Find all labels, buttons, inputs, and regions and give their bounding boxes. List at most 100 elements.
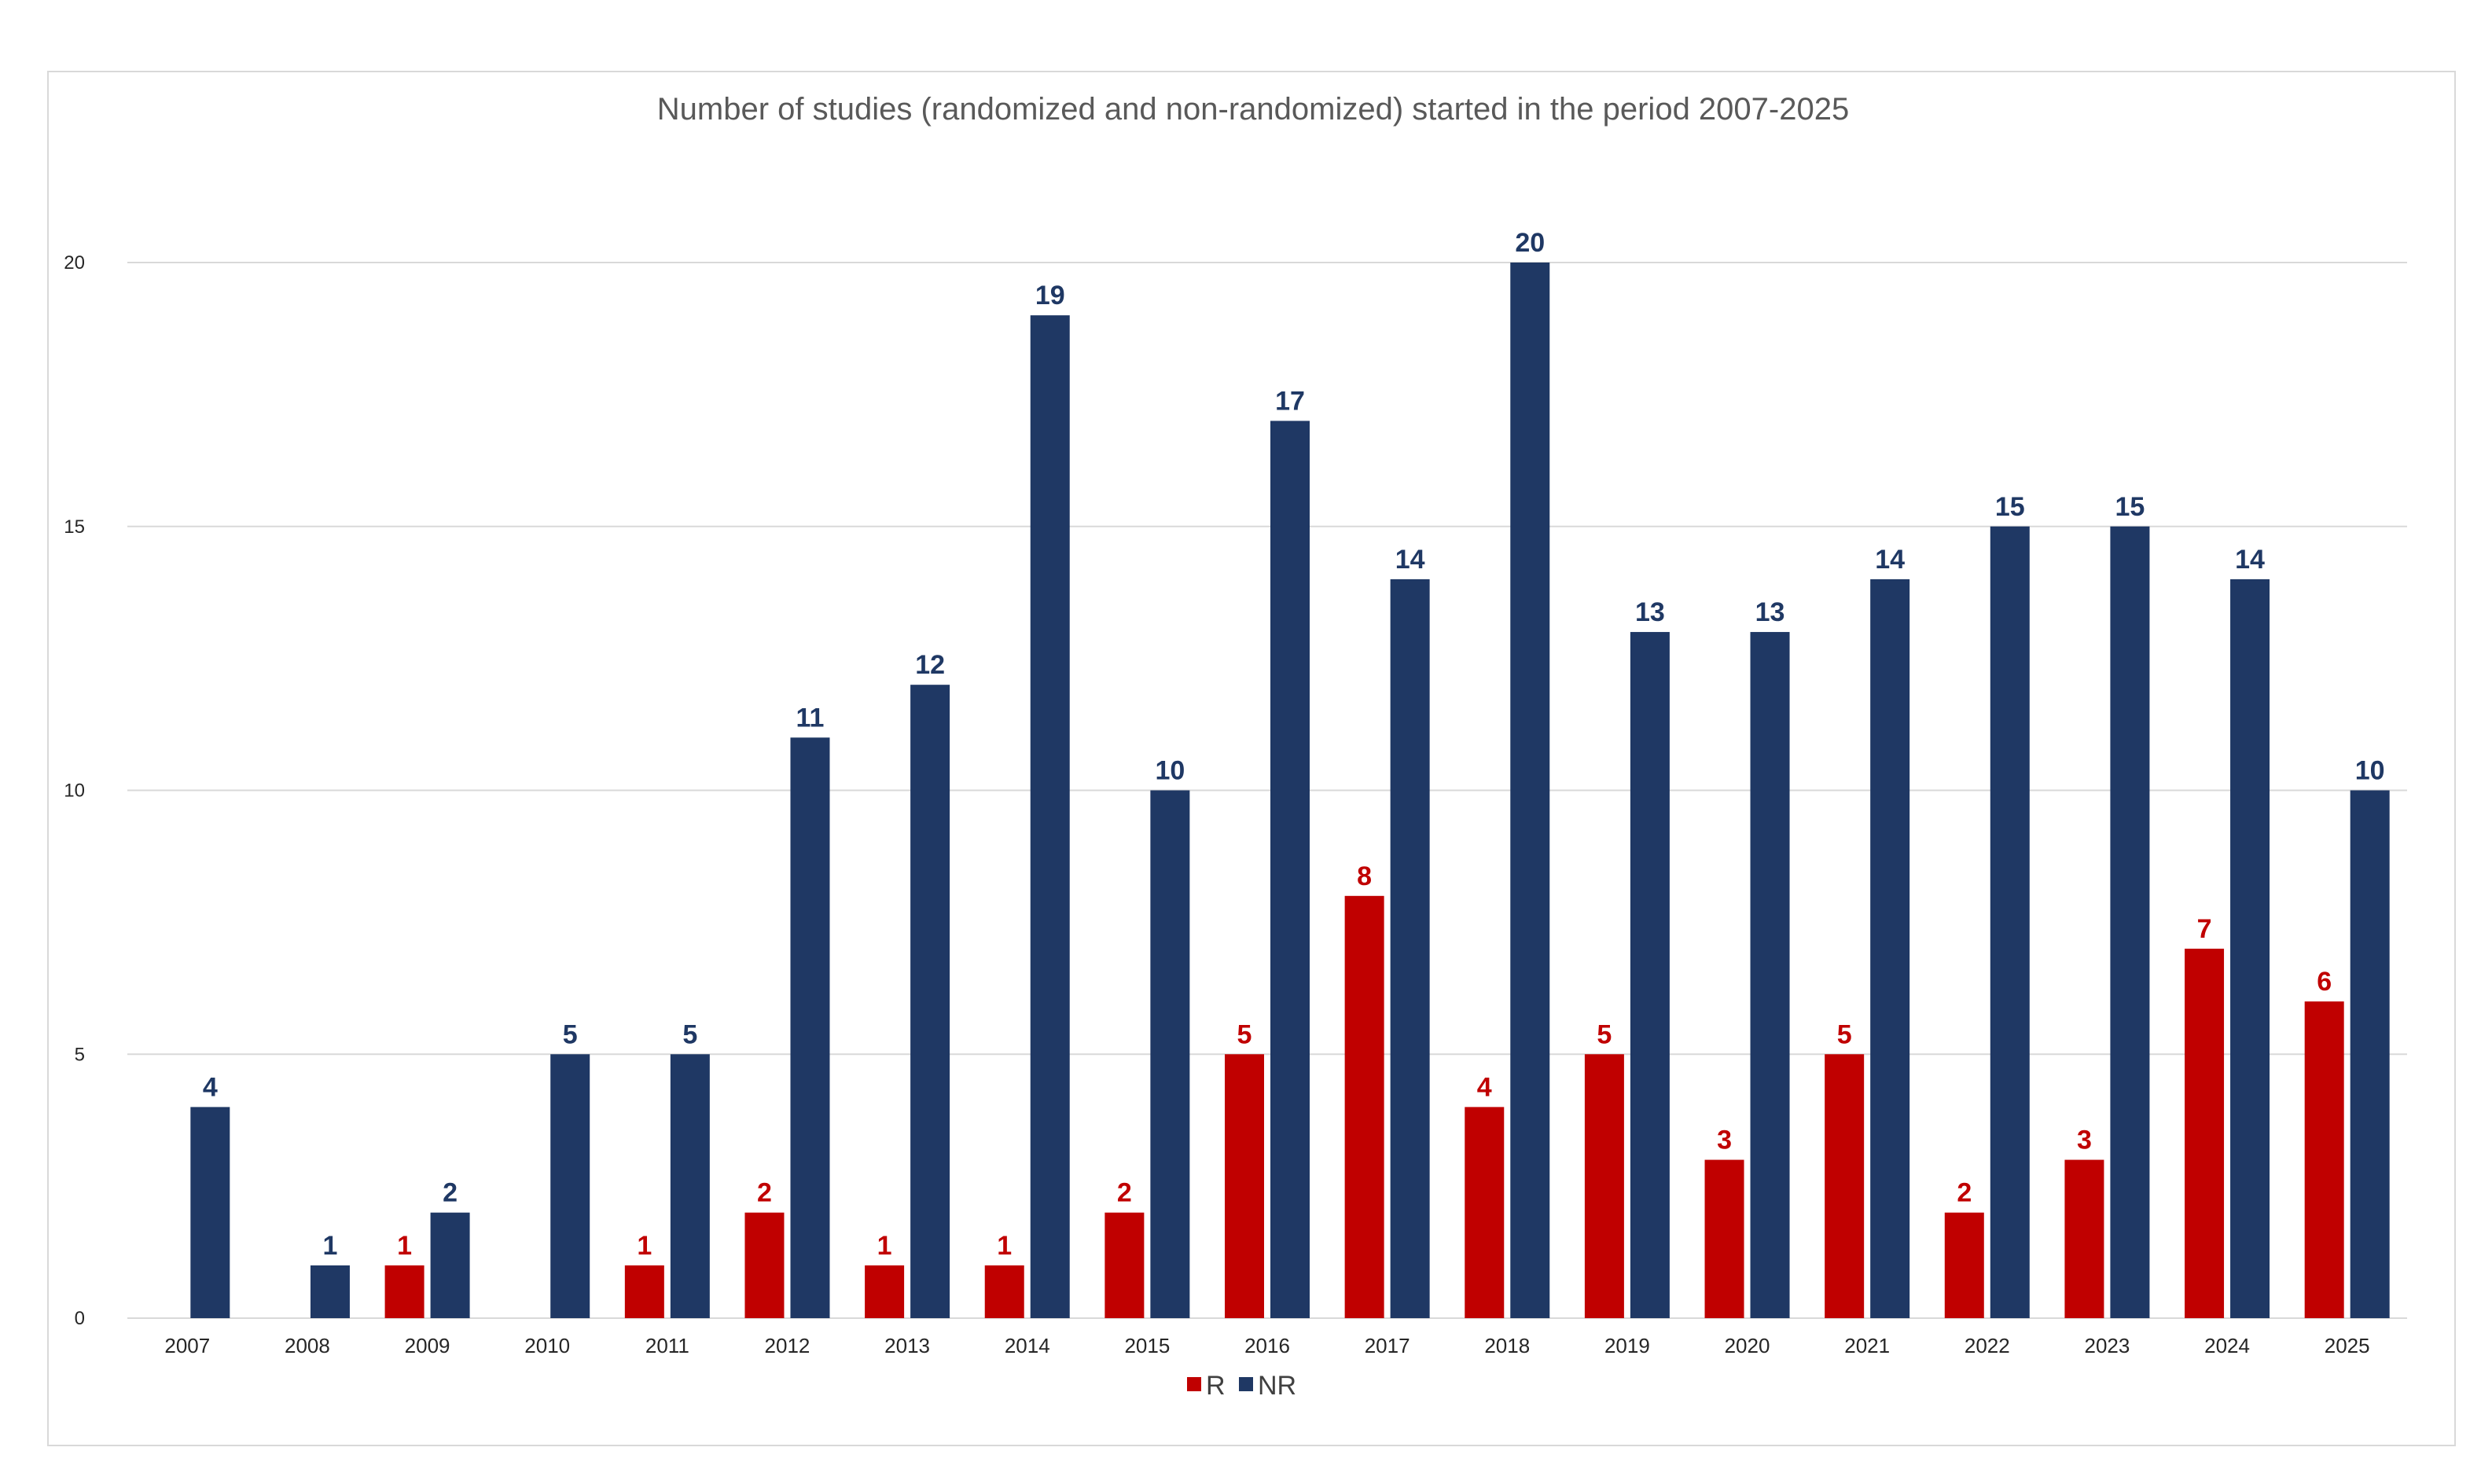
- bar-nr-2016: [1270, 421, 1310, 1319]
- data-label-nr-2015: 10: [1155, 756, 1185, 786]
- data-label-nr-2019: 13: [1635, 597, 1665, 627]
- data-label-nr-2010: 5: [563, 1019, 578, 1049]
- x-tick-label: 2009: [405, 1334, 450, 1357]
- data-label-r-2018: 4: [1477, 1072, 1492, 1102]
- bar-r-2021: [1825, 1054, 1865, 1318]
- bar-nr-2022: [1990, 526, 2030, 1318]
- data-label-r-2014: 1: [997, 1231, 1012, 1261]
- bar-r-2015: [1104, 1212, 1145, 1318]
- bar-r-2024: [2185, 948, 2225, 1318]
- bar-nr-2012: [790, 737, 830, 1318]
- x-axis-ticks: 2007 2008 2009 2010 2011 2012 2013 2014 2015 2016…: [164, 1334, 2369, 1357]
- bar-nr-2020: [1750, 632, 1790, 1318]
- data-label-nr-2017: 14: [1395, 545, 1425, 575]
- x-tick-label: 2023: [2084, 1334, 2130, 1357]
- bar-r-2025: [2304, 1001, 2344, 1318]
- data-label-r-2015: 2: [1117, 1178, 1132, 1208]
- y-tick-label: 0: [75, 1308, 85, 1329]
- bar-nr-2019: [1630, 632, 1670, 1318]
- bar-nr-2013: [910, 685, 950, 1318]
- y-axis-ticks: 0 5 10 15 20: [64, 252, 85, 1329]
- data-label-nr-2025: 10: [2355, 756, 2385, 786]
- data-label-nr-2023: 15: [2115, 492, 2145, 522]
- y-tick-label: 20: [64, 252, 85, 274]
- data-label-nr-2018: 20: [1515, 228, 1545, 258]
- data-label-nr-2021: 14: [1875, 545, 1905, 575]
- bar-r-2009: [384, 1265, 425, 1318]
- x-tick-label: 2019: [1604, 1334, 1650, 1357]
- bar-r-2017: [1344, 895, 1384, 1318]
- data-label-r-2009: 1: [397, 1231, 412, 1261]
- legend: R NR: [1187, 1371, 1296, 1401]
- bar-nr-2023: [2110, 526, 2150, 1318]
- data-label-r-2011: 1: [637, 1231, 652, 1261]
- bar-nr-2007: [190, 1107, 230, 1318]
- data-label-r-2012: 2: [757, 1178, 772, 1208]
- x-tick-label: 2013: [884, 1334, 930, 1357]
- data-label-nr-2013: 12: [915, 650, 945, 680]
- bar-nr-2014: [1030, 315, 1070, 1318]
- x-tick-label: 2012: [765, 1334, 810, 1357]
- x-tick-label: 2014: [1005, 1334, 1050, 1357]
- data-label-nr-2009: 2: [443, 1178, 458, 1208]
- data-label-r-2025: 6: [2317, 967, 2332, 997]
- bar-nr-2015: [1150, 790, 1190, 1318]
- x-tick-label: 2021: [1844, 1334, 1890, 1357]
- y-tick-label: 5: [75, 1044, 85, 1065]
- bar-r-2014: [984, 1265, 1024, 1318]
- data-label-r-2021: 5: [1837, 1019, 1852, 1049]
- bar-r-2023: [2064, 1159, 2104, 1318]
- legend-swatch-r: [1187, 1377, 1201, 1391]
- legend-label-r: R: [1206, 1371, 1226, 1401]
- bar-nr-2021: [1870, 579, 1910, 1318]
- data-label-r-2020: 3: [1717, 1126, 1732, 1155]
- data-label-nr-2022: 15: [1995, 492, 2025, 522]
- data-label-r-2023: 3: [2077, 1126, 2092, 1155]
- x-tick-label: 2010: [524, 1334, 570, 1357]
- bar-r-2011: [624, 1265, 664, 1318]
- legend-label-nr: NR: [1258, 1371, 1296, 1401]
- x-tick-label: 2022: [1965, 1334, 2010, 1357]
- x-tick-label: 2016: [1244, 1334, 1290, 1357]
- x-tick-label: 2017: [1365, 1334, 1410, 1357]
- data-label-nr-2014: 19: [1035, 281, 1065, 310]
- data-label-r-2013: 1: [877, 1231, 892, 1261]
- x-tick-label: 2020: [1725, 1334, 1770, 1357]
- data-label-nr-2007: 4: [203, 1072, 218, 1102]
- chart-frame: Number of studies (randomized and non-ra…: [47, 71, 2456, 1446]
- bars: [190, 263, 2390, 1319]
- data-label-nr-2011: 5: [682, 1019, 697, 1049]
- data-label-nr-2008: 1: [322, 1231, 337, 1261]
- bar-r-2012: [744, 1212, 785, 1318]
- data-label-r-2017: 8: [1357, 861, 1372, 891]
- chart-svg: Number of studies (randomized and non-ra…: [64, 92, 2407, 1401]
- bar-r-2019: [1584, 1054, 1624, 1318]
- x-tick-label: 2015: [1124, 1334, 1170, 1357]
- x-tick-label: 2024: [2204, 1334, 2250, 1357]
- legend-swatch-nr: [1239, 1377, 1253, 1391]
- data-label-r-2016: 5: [1237, 1019, 1252, 1049]
- bar-r-2018: [1465, 1107, 1505, 1318]
- bar-nr-2010: [550, 1054, 590, 1318]
- bar-nr-2009: [430, 1212, 470, 1318]
- bar-r-2022: [1944, 1212, 1984, 1318]
- x-tick-label: 2007: [164, 1334, 210, 1357]
- data-label-nr-2012: 11: [796, 703, 824, 733]
- bar-r-2013: [865, 1265, 905, 1318]
- y-tick-label: 10: [64, 781, 85, 802]
- x-tick-label: 2011: [645, 1334, 689, 1357]
- y-tick-label: 15: [64, 516, 85, 538]
- data-label-nr-2016: 17: [1275, 386, 1305, 416]
- bar-r-2020: [1704, 1159, 1744, 1318]
- bar-r-2016: [1225, 1054, 1264, 1318]
- x-tick-label: 2018: [1484, 1334, 1530, 1357]
- data-labels: 41 12515211112119210517814420513313514215…: [203, 228, 2385, 1261]
- data-label-nr-2020: 13: [1755, 597, 1785, 627]
- bar-nr-2008: [310, 1265, 350, 1318]
- data-label-r-2022: 2: [1957, 1178, 1972, 1208]
- bar-nr-2024: [2230, 579, 2270, 1318]
- bar-nr-2017: [1390, 579, 1430, 1318]
- bar-nr-2011: [670, 1054, 710, 1318]
- data-label-nr-2024: 14: [2235, 545, 2265, 575]
- data-label-r-2019: 5: [1597, 1019, 1612, 1049]
